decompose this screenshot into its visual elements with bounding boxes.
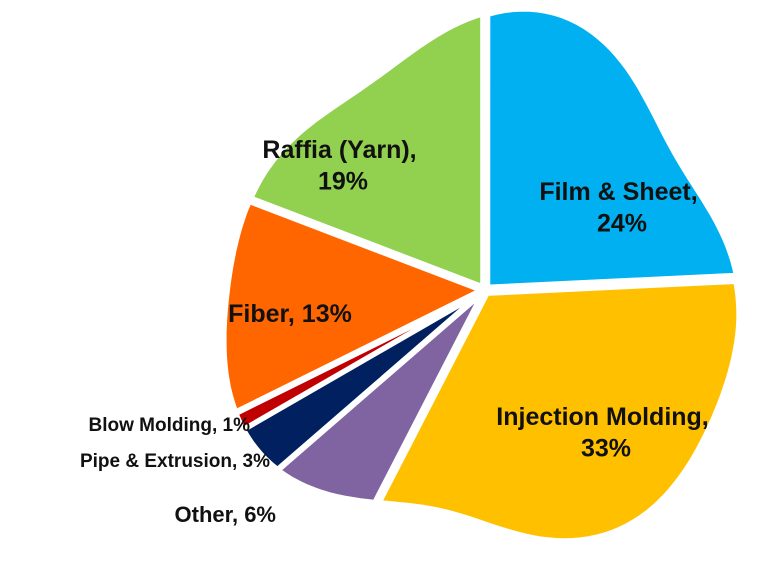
slice-label: Pipe & Extrusion, 3% <box>80 451 270 472</box>
slice-label: Other, 6% <box>175 502 276 527</box>
label-line: 19% <box>318 167 368 195</box>
slice-label: Fiber, 13% <box>228 300 352 328</box>
slice-label: Film & Sheet, 24% <box>539 178 704 237</box>
slice-label: Raffia (Yarn), 19% <box>262 136 423 195</box>
label-line: Raffia (Yarn), <box>262 136 423 164</box>
label-line: 33% <box>581 434 631 462</box>
pie-slice <box>221 199 484 415</box>
pie-slice <box>376 279 742 544</box>
label-line: 24% <box>597 209 647 237</box>
slice-label: Blow Molding, 1% <box>89 415 251 436</box>
pie-slice <box>485 6 739 290</box>
pie-slice <box>275 290 486 505</box>
label-line: Film & Sheet, <box>539 178 704 206</box>
label-line: Injection Molding, <box>496 403 715 431</box>
pie-slice <box>248 11 486 290</box>
pie-slice <box>241 289 485 472</box>
slice-label: Injection Molding, 33% <box>496 403 715 462</box>
